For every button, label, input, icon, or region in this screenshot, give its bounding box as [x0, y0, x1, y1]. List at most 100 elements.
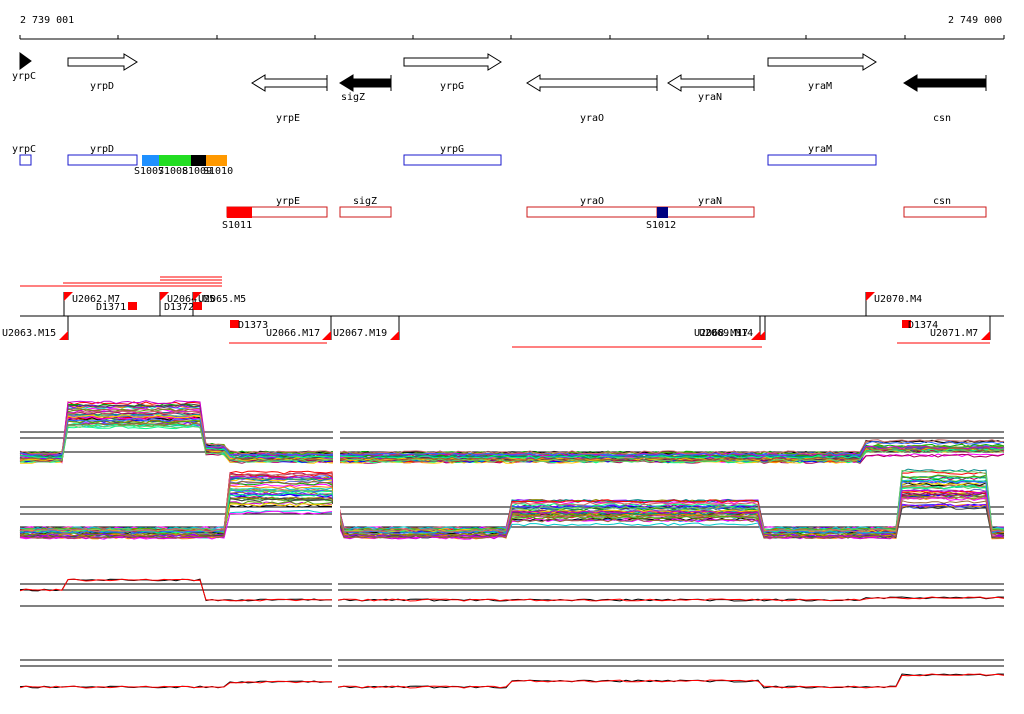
dmarker: D1374: [902, 320, 938, 331]
segment-block: [227, 207, 252, 218]
expression-series-line: [19, 423, 1005, 459]
gene-arrow-yraM: [767, 53, 877, 71]
transcript-box-yrpD: yrpD: [67, 144, 138, 166]
segment-label: S1007: [134, 166, 164, 177]
expression-series-line: [19, 475, 1005, 540]
expression-panel-1: [19, 400, 1005, 464]
dmarker-label: D1374: [908, 320, 938, 331]
upshift-label: U2065.M5: [198, 294, 246, 305]
gene-arrow-sigZ: [339, 74, 392, 92]
upshift-label: U2064.M5: [167, 294, 215, 305]
expression-series-line: [19, 410, 1005, 455]
gene-yrpE: yrpE: [251, 74, 328, 124]
gene-yraM: yraM: [767, 53, 877, 92]
downshift-label: U2069.M14: [699, 328, 753, 339]
gene-yrpC: yrpC: [12, 52, 36, 82]
dmarker-label: D1373: [238, 320, 268, 331]
gene-label: yrpC: [12, 71, 36, 82]
panel-gap: [332, 580, 338, 714]
panel-gap: [333, 427, 340, 567]
dmarker-label: D1371: [96, 302, 126, 313]
transcript-rect: [767, 154, 877, 166]
gene-arrow-yrpD: [67, 53, 138, 71]
segment-label: S1012: [646, 220, 676, 231]
segment-block: [206, 155, 227, 166]
transcript-label: csn: [933, 196, 951, 207]
transcript-label: yrpG: [440, 144, 464, 155]
ruler-start-label: 2 739 001: [20, 15, 74, 26]
segment-S1009: S1009: [182, 155, 212, 177]
upshift-marker: U2062.M7: [63, 292, 120, 316]
transcript-label: yraN: [698, 196, 722, 207]
downshift-marker: U2063.M15: [2, 316, 69, 340]
downshift-marker: U2066.M17: [266, 316, 332, 340]
downshift-label: U2063.M15: [2, 328, 56, 339]
downshift-marker: U2067.M19: [333, 316, 400, 340]
dmarker-box: [193, 302, 202, 310]
upshift-label: U2070.M4: [874, 294, 922, 305]
gene-arrow-yrpC: [19, 52, 32, 70]
upshift-flag: [866, 292, 875, 301]
segment-label: S1008: [158, 166, 188, 177]
downshift-label: U2066.M17: [266, 328, 320, 339]
segment-block: [191, 155, 206, 166]
expression-series-line: [19, 480, 1005, 539]
upshift-flag: [64, 292, 73, 301]
segment-S1010: S1010: [203, 155, 233, 177]
transcript-box-sigZ: sigZ: [339, 196, 392, 218]
expression-series-line: [19, 469, 1005, 532]
transcript-box-yraM: yraM: [767, 144, 877, 166]
gene-arrow-yraO: [526, 74, 658, 92]
transcript-box-yrpC: yrpC: [12, 144, 36, 166]
ruler-ticks: [19, 35, 1005, 39]
expression-panel-4: [19, 580, 1005, 714]
expression-series-line: [19, 673, 1005, 689]
downshift-flag: [322, 331, 331, 340]
expression-series-line: [19, 412, 1005, 459]
dmarker-box: [128, 302, 137, 310]
downshift-marker: U2069.M14: [699, 316, 766, 340]
transcript-label: yrpD: [90, 144, 114, 155]
gene-arrow-csn: [903, 74, 987, 92]
expression-series-line: [19, 578, 1005, 602]
dmarker-box: [902, 320, 911, 328]
transcript-box-yraO: yraO: [526, 196, 658, 218]
gene-annotation-track: yrpC yrpD yrpE sigZ yrpG yraO yraN yraM csn: [12, 52, 987, 124]
segment-block: [142, 155, 159, 166]
transcript-rect: [339, 206, 392, 218]
gene-label: yraO: [580, 113, 604, 124]
upshift-marker: U2070.M4: [865, 292, 922, 316]
gene-arrow-yrpE: [251, 74, 328, 92]
dmarker: D1373: [230, 320, 268, 331]
gene-label: yrpD: [90, 81, 114, 92]
segment-block: [657, 207, 668, 218]
transcript-label: yraM: [808, 144, 832, 155]
downshift-label: U2068.M17: [694, 328, 748, 339]
dmarker: D1371: [96, 302, 137, 313]
transcript-box-yrpG: yrpG: [403, 144, 502, 166]
segment-label: S1009: [182, 166, 212, 177]
expression-series-line: [19, 485, 1005, 538]
transcript-box-track: yrpC yrpD yrpG yraM yrpE sigZ yraO yraN csn: [12, 144, 987, 218]
expression-panel-3: [19, 504, 1005, 644]
dmarker: D1372: [164, 302, 202, 313]
expression-series-line: [19, 422, 1005, 461]
gene-arrow-yraN: [667, 74, 755, 92]
gene-label: yrpE: [276, 113, 300, 124]
transcript-rect: [67, 154, 138, 166]
transcript-rect: [403, 154, 502, 166]
expression-series-line: [19, 424, 1005, 463]
downshift-flag: [756, 331, 765, 340]
transcript-rect: [19, 154, 32, 166]
transcript-label: sigZ: [353, 196, 377, 207]
gene-label: sigZ: [341, 92, 365, 103]
gene-csn: csn: [903, 74, 987, 124]
gene-label: yrpG: [440, 81, 464, 92]
dmarker-box: [230, 320, 239, 328]
expression-series-line: [19, 480, 1005, 534]
upshift-flag: [193, 292, 202, 301]
segment-S1012: S1012: [646, 207, 676, 231]
